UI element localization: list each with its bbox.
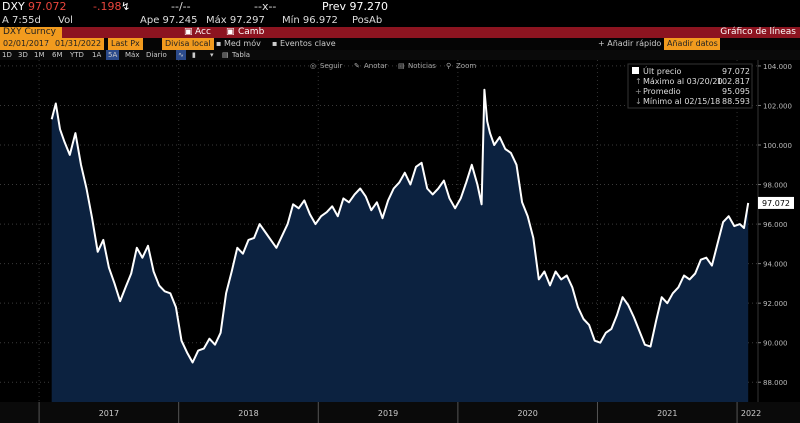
period-6m[interactable]: 6M	[52, 51, 63, 59]
security-field[interactable]: DXY Curncy	[0, 27, 62, 38]
news-icon[interactable]: ▤	[398, 62, 405, 70]
field-select[interactable]: Last Px	[108, 38, 143, 50]
legend: Últ precio 97.072 ↑ Máximo al 03/20/20 1…	[627, 63, 753, 109]
y-tick-label: 94.000	[763, 261, 788, 269]
range-placeholder: --/--	[171, 0, 191, 13]
chart-tools: ◎ Seguir ✎ Anotar ▤ Noticias ⚲ Zoom	[310, 62, 476, 70]
legend-avg-arrow: +	[635, 87, 642, 96]
zoom-icon[interactable]: ⚲	[446, 62, 451, 70]
quote-time: A 7:55d	[2, 15, 41, 26]
legend-min-value: 88.593	[722, 97, 750, 106]
chart-controls: 02/01/2017 - 01/31/2022 Last Px Divisa l…	[0, 38, 800, 50]
open-price: Ape 97.245	[140, 15, 198, 26]
x-tick-label: 2021	[657, 409, 677, 418]
date-from-input[interactable]: 02/01/2017	[0, 38, 53, 50]
range-placeholder-2: --x--	[254, 0, 277, 13]
legend-max-arrow: ↑	[635, 77, 642, 86]
security-toolbar: DXY Curncy ▣ Acc ▣ Camb Gráfico de línea…	[0, 27, 800, 38]
moving-average-toggle[interactable]: ▪ Med móv	[216, 39, 261, 48]
legend-last-label: Últ precio	[643, 65, 681, 76]
price-line	[50, 88, 750, 364]
y-tick-label: 92.000	[763, 300, 788, 308]
legend-swatch	[632, 67, 639, 74]
period-daily[interactable]: Diario	[146, 51, 167, 59]
period-ytd[interactable]: YTD	[70, 51, 84, 59]
x-tick-label: 2018	[238, 409, 258, 418]
period-1a[interactable]: 1A	[92, 51, 102, 59]
y-tick-label: 102.000	[763, 102, 792, 110]
bar-chart-icon[interactable]: ▮	[192, 51, 196, 59]
last-price-tag-label: 97.072	[762, 199, 790, 208]
period-max[interactable]: Máx	[125, 51, 140, 59]
key-events-toggle[interactable]: ▪ Eventos clave	[272, 39, 336, 48]
chart-type-title: Gráfico de líneas	[720, 27, 796, 37]
y-tick-label: 90.000	[763, 340, 788, 348]
legend-avg-value: 95.095	[722, 87, 750, 96]
y-tick-label: 104.000	[763, 63, 792, 71]
tool-annotate[interactable]: Anotar	[364, 62, 388, 70]
add-data-input[interactable]: Añadir datos	[664, 38, 720, 50]
price-change: -.198	[93, 0, 122, 13]
y-tick-label: 98.000	[763, 182, 788, 190]
add-quick-label: Añadir rápido	[607, 39, 662, 48]
tool-zoom[interactable]: Zoom	[456, 62, 476, 70]
legend-min-arrow: ↓	[635, 97, 642, 106]
x-axis-band	[0, 402, 800, 423]
currency-select[interactable]: Divisa local	[162, 38, 214, 50]
table-button[interactable]: Tabla	[232, 51, 251, 59]
trend-icon: ↯	[121, 0, 131, 13]
prev-close: Prev 97.270	[322, 0, 388, 13]
key-events-label: Eventos clave	[279, 39, 336, 48]
period-3d[interactable]: 3D	[18, 51, 28, 59]
annotate-icon[interactable]: ✎	[354, 62, 360, 70]
last-price-tag-box	[758, 196, 794, 209]
moving-average-label: Med móv	[223, 39, 261, 48]
x-tick-label: 2017	[99, 409, 119, 418]
position-label: PosAb	[352, 15, 383, 26]
camb-menu-icon[interactable]: ▣	[226, 27, 235, 37]
tool-follow[interactable]: Seguir	[320, 62, 343, 70]
quote-header: DXY 97.072 -.198 ↯ --/-- --x-- Prev 97.2…	[0, 0, 800, 14]
date-to-input[interactable]: 01/31/2022	[52, 38, 105, 50]
period-5a[interactable]: 5A	[106, 50, 120, 60]
date-separator: -	[46, 39, 49, 48]
last-price-tag: 97.072	[758, 196, 794, 209]
ticker-symbol[interactable]: DXY	[2, 0, 25, 13]
x-tick-label: 2022	[741, 409, 761, 418]
period-1m[interactable]: 1M	[34, 51, 45, 59]
quote-header-2: A 7:55d Vol Ape 97.245 Máx 97.297 Mín 96…	[0, 14, 800, 27]
legend-max-value: 102.817	[717, 77, 750, 86]
y-tick-label: 88.000	[763, 379, 788, 387]
price-area	[51, 89, 749, 402]
table-icon[interactable]: ▤	[222, 51, 229, 59]
y-axis-ticks: 88.000 90.000 92.000 94.000 96.000 98.000 100.…	[758, 63, 792, 387]
tool-news[interactable]: Noticias	[408, 62, 436, 70]
x-tick-label: 2019	[378, 409, 398, 418]
acc-menu-icon[interactable]: ▣	[184, 27, 193, 37]
y-tick-label: 100.000	[763, 142, 792, 150]
line-chart-icon[interactable]: ∿	[176, 50, 186, 60]
legend-max-label: Máximo al 03/20/20	[643, 77, 723, 86]
high-price: Máx 97.297	[206, 15, 265, 26]
legend-min-label: Mínimo al 02/15/18	[643, 97, 720, 106]
y-tick-label: 96.000	[763, 221, 788, 229]
legend-last-value: 97.072	[722, 67, 750, 76]
volume-label: Vol	[58, 15, 73, 26]
last-price: 97.072	[28, 0, 67, 13]
low-price: Mín 96.972	[282, 15, 338, 26]
follow-icon[interactable]: ◎	[310, 62, 316, 70]
settings-icon[interactable]: ▾	[210, 51, 214, 59]
acc-menu-button[interactable]: Acc	[195, 27, 211, 37]
camb-menu-button[interactable]: Camb	[238, 27, 265, 37]
legend-avg-label: Promedio	[643, 87, 681, 96]
legend-box	[627, 63, 753, 109]
period-1d[interactable]: 1D	[2, 51, 12, 59]
x-tick-label: 2020	[517, 409, 537, 418]
period-selector: 1D 3D 1M 6M YTD 1A 5A Máx Diario ∿ ▮ ▾ ▤…	[0, 50, 800, 60]
x-axis-ticks: 2017 2018 2019 2020 2021 2022	[38, 402, 761, 423]
